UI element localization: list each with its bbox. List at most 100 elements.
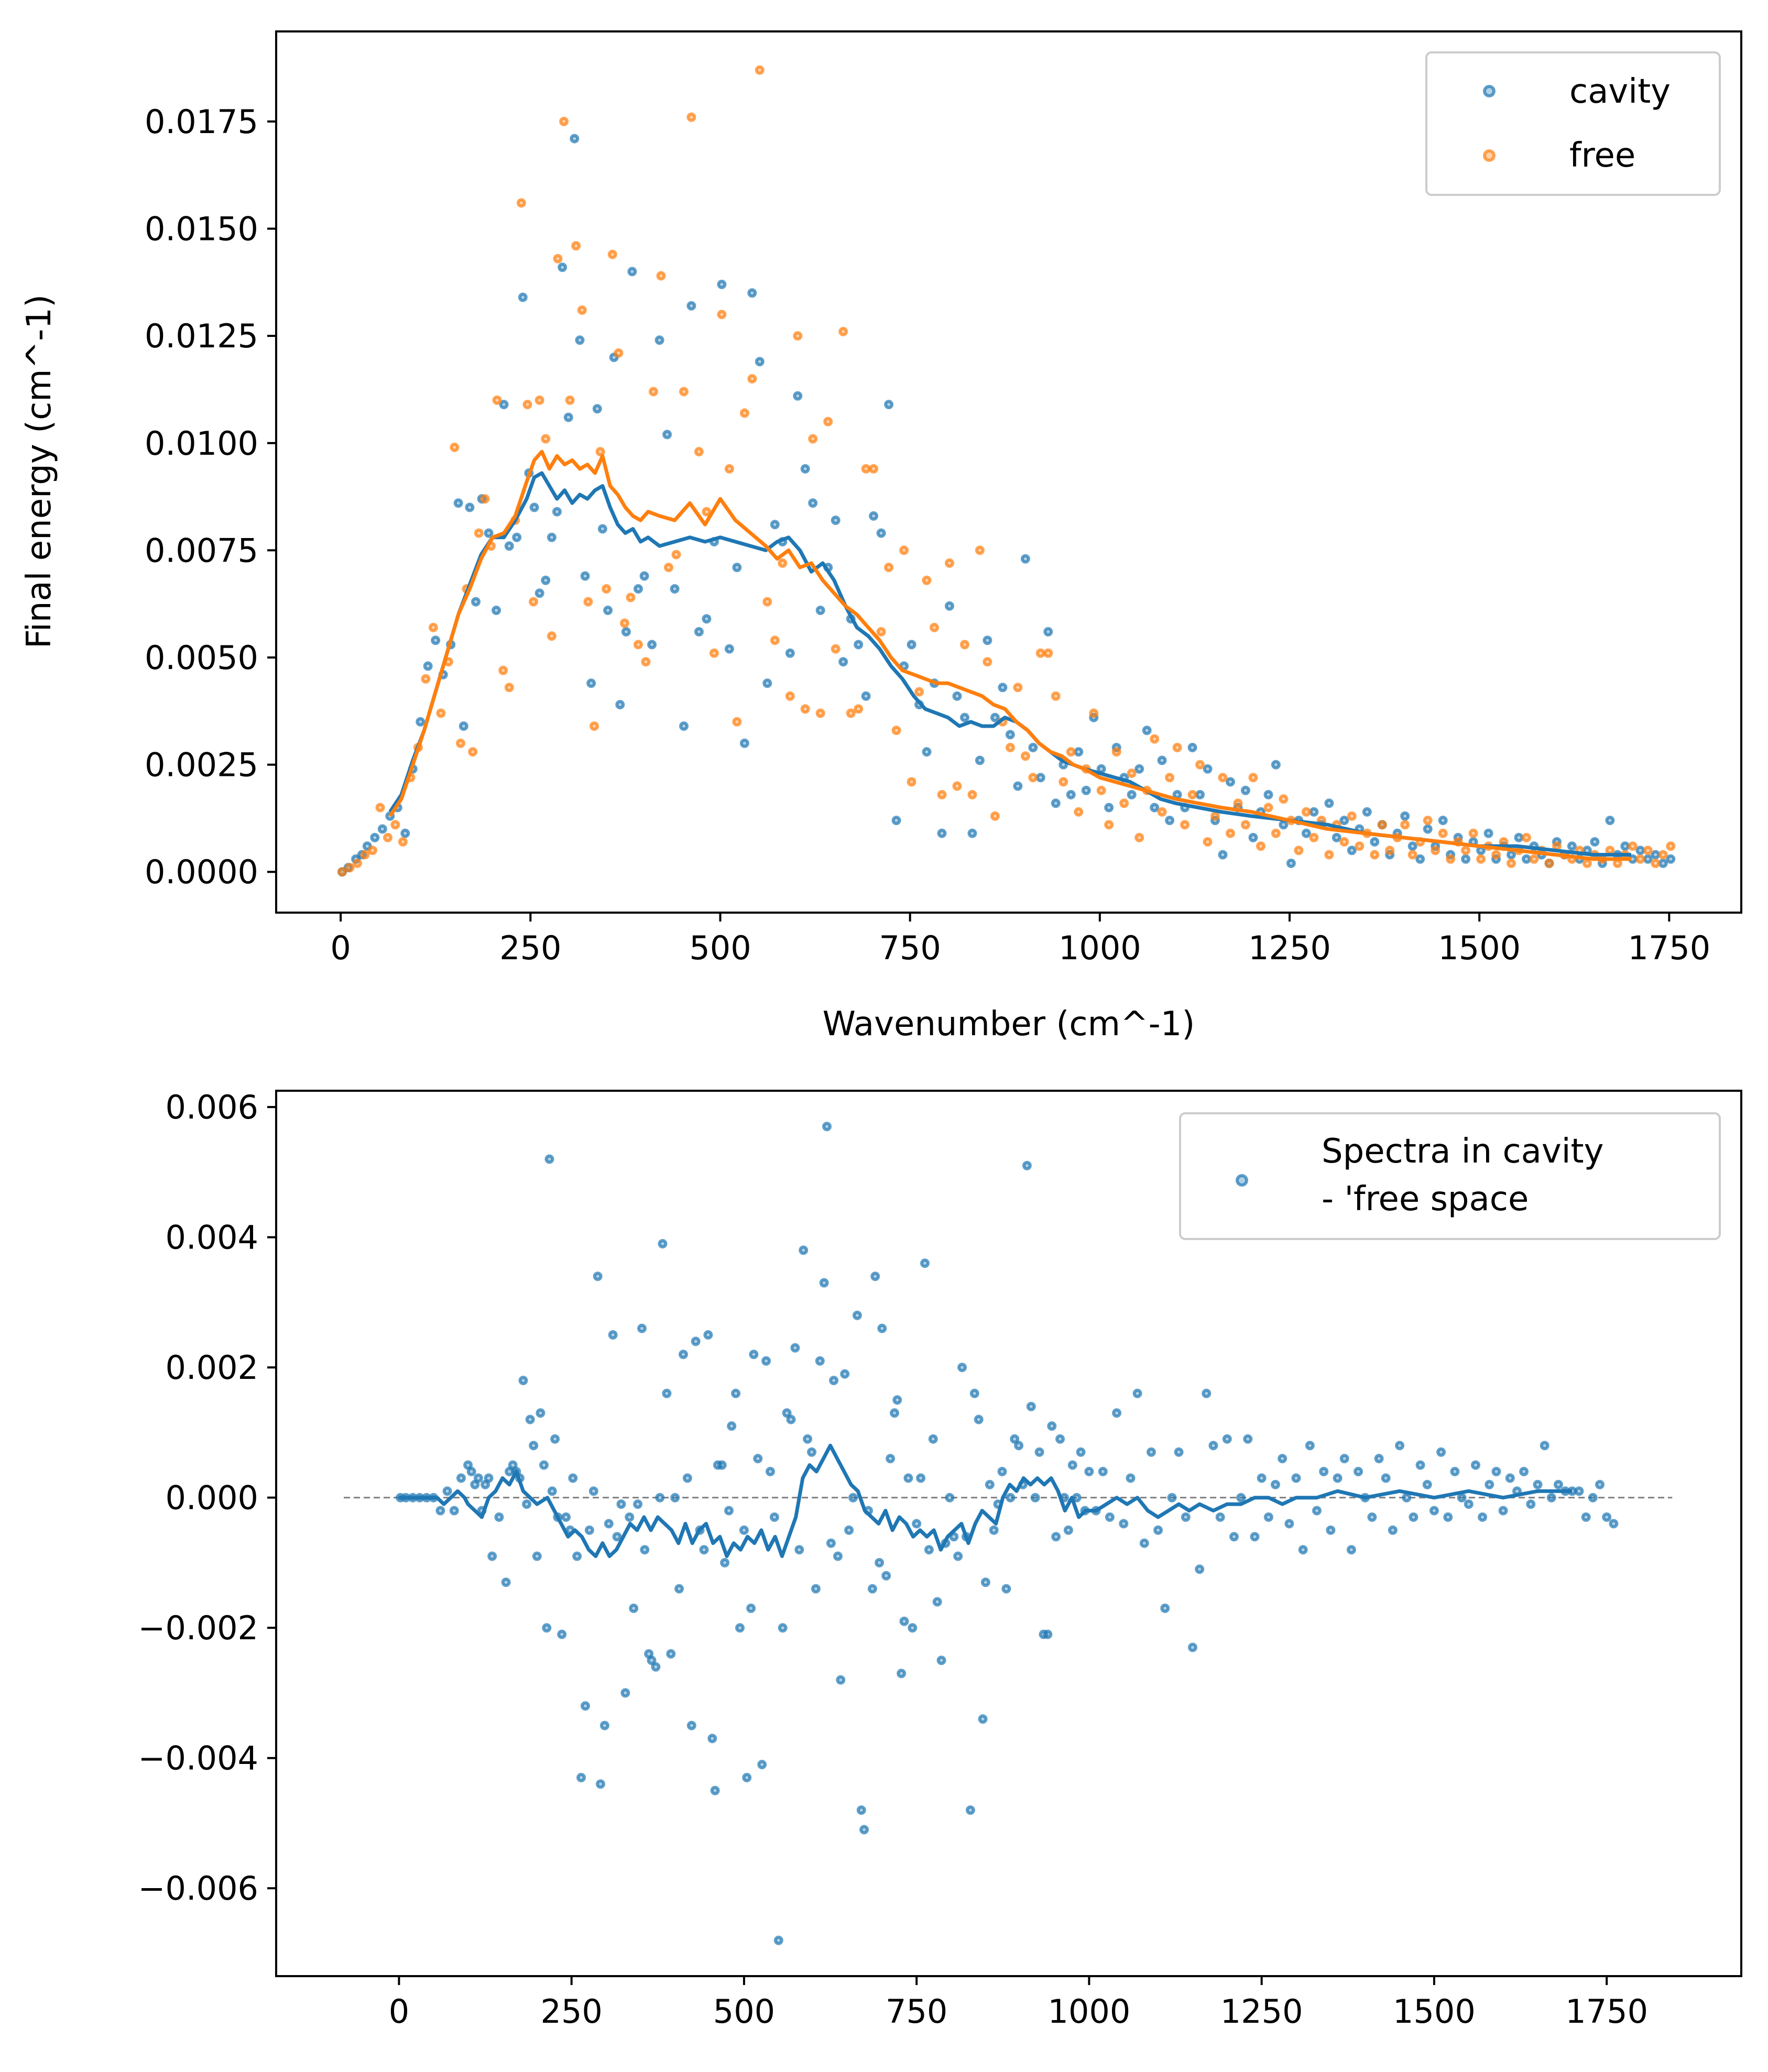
free-data-point	[975, 545, 985, 555]
free-data-point	[345, 863, 355, 873]
cavity-data-point	[876, 528, 886, 538]
difference-data-point	[1208, 1441, 1218, 1451]
top-x-ticks: 0 250 500 750 1000 1250 1500 1750	[330, 913, 1710, 967]
free-data-point	[614, 348, 624, 358]
cavity-data-point	[1651, 850, 1661, 860]
top-legend-free-marker	[1483, 149, 1496, 162]
difference-data-point	[508, 1460, 518, 1470]
cavity-data-point	[854, 640, 864, 650]
difference-data-point	[487, 1551, 497, 1561]
bottom-y-tick-label: −0.004	[138, 1739, 258, 1778]
difference-data-point	[766, 1466, 775, 1476]
free-data-point	[1218, 773, 1228, 783]
cavity-data-point	[838, 657, 848, 667]
cavity-data-point	[945, 601, 954, 611]
cavity-data-point	[580, 571, 590, 581]
cavity-data-point	[552, 507, 562, 517]
cavity-data-point	[998, 683, 1008, 693]
free-data-point	[620, 618, 629, 628]
cavity-data-point	[1407, 841, 1417, 851]
free-data-point	[1461, 846, 1471, 856]
difference-data-point	[576, 1773, 586, 1782]
free-data-point	[1127, 769, 1137, 778]
difference-data-point	[584, 1525, 594, 1535]
cavity-data-point	[1620, 841, 1630, 851]
top-y-tick-label: 0.0175	[145, 103, 258, 141]
difference-data-point	[1609, 1519, 1619, 1529]
free-data-point	[846, 708, 856, 718]
top-x-tick-label: 250	[499, 929, 561, 967]
difference-data-point	[1436, 1447, 1446, 1457]
free-data-point	[1507, 858, 1516, 868]
cavity-data-point	[1567, 841, 1577, 851]
cavity-data-point	[1248, 832, 1258, 842]
difference-data-point	[778, 1623, 788, 1633]
free-data-point	[770, 635, 780, 645]
difference-data-point	[466, 1466, 476, 1476]
cavity-data-point	[1043, 627, 1053, 637]
difference-data-point	[1595, 1479, 1605, 1489]
free-data-point	[641, 657, 651, 667]
difference-data-point	[679, 1350, 688, 1360]
difference-data-point	[637, 1323, 647, 1333]
free-data-point	[884, 563, 894, 573]
bottom-series-difference-line	[399, 1443, 1573, 1558]
free-data-point	[1058, 777, 1068, 787]
difference-data-point	[1243, 1434, 1253, 1444]
free-data-point	[854, 704, 864, 714]
cavity-data-point	[1066, 790, 1076, 799]
difference-data-point	[1602, 1512, 1612, 1522]
free-data-point	[922, 575, 932, 585]
difference-data-point	[1222, 1434, 1232, 1444]
free-data-point	[967, 790, 977, 799]
top-x-tick-label: 750	[879, 929, 941, 967]
difference-data-point	[1415, 1460, 1425, 1470]
cavity-data-point	[1127, 790, 1137, 799]
free-data-point	[952, 781, 962, 791]
cavity-data-point	[1035, 773, 1045, 783]
free-data-point	[1241, 820, 1250, 830]
difference-data-point	[786, 1415, 796, 1424]
free-data-point	[602, 584, 612, 594]
free-data-point	[436, 708, 446, 718]
free-data-point	[1051, 691, 1061, 701]
difference-data-point	[1202, 1388, 1212, 1398]
cavity-data-point	[370, 832, 380, 842]
difference-data-point	[997, 1466, 1007, 1476]
free-data-point	[1370, 850, 1380, 860]
difference-data-point	[544, 1154, 554, 1164]
free-data-point	[876, 627, 886, 637]
cavity-data-point	[1507, 850, 1516, 860]
top-y-tick-label: 0.0125	[145, 317, 258, 355]
difference-data-point	[1312, 1506, 1322, 1516]
free-data-point	[1271, 828, 1281, 838]
cavity-data-point	[459, 721, 468, 731]
cavity-data-point	[1347, 846, 1357, 856]
free-data-point	[1096, 785, 1106, 795]
free-data-point	[990, 811, 1000, 821]
top-x-tick-label: 1500	[1438, 929, 1521, 967]
difference-data-point	[890, 1408, 899, 1418]
free-data-point	[937, 790, 947, 799]
cavity-data-point	[762, 678, 772, 688]
cavity-data-point	[465, 502, 475, 512]
difference-data-point	[596, 1779, 605, 1789]
cavity-data-point	[529, 502, 539, 512]
difference-data-point	[1250, 1532, 1260, 1542]
cavity-data-point	[975, 755, 985, 765]
difference-data-point	[1429, 1506, 1439, 1516]
bottom-x-tick-label: 0	[389, 1992, 409, 2031]
difference-data-point	[1588, 1493, 1598, 1503]
difference-data-point	[899, 1616, 909, 1626]
cavity-data-point	[654, 335, 664, 345]
free-data-point	[626, 593, 636, 602]
difference-data-point	[920, 1258, 930, 1268]
free-data-point	[907, 777, 916, 787]
free-data-point	[1347, 811, 1357, 821]
difference-data-point	[547, 1486, 557, 1496]
free-data-point	[1522, 832, 1531, 842]
cavity-data-point	[1301, 828, 1311, 838]
free-data-point	[1172, 742, 1182, 752]
cavity-data-point	[770, 520, 780, 530]
free-data-point	[1309, 832, 1319, 842]
